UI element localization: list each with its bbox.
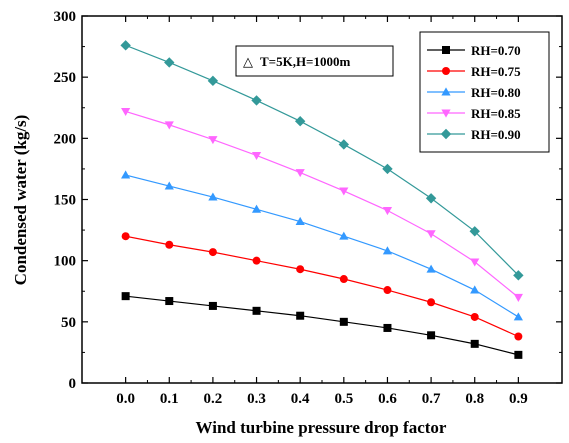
legend-marker-2 bbox=[441, 87, 451, 96]
y-tick-label: 0 bbox=[69, 376, 77, 392]
data-point-s4-0 bbox=[120, 40, 131, 51]
plot-markers bbox=[120, 40, 524, 359]
legend-marker-1 bbox=[442, 67, 450, 75]
data-point-s3-2 bbox=[208, 136, 218, 145]
data-point-s4-6 bbox=[382, 163, 393, 175]
x-tick-label: 0.6 bbox=[378, 391, 397, 407]
x-tick-label: 0.7 bbox=[422, 391, 441, 407]
data-point-s1-3 bbox=[252, 256, 261, 265]
data-point-s1-4 bbox=[296, 265, 305, 274]
x-axis-label: Wind turbine pressure drop factor bbox=[196, 418, 447, 437]
y-tick-label: 100 bbox=[54, 254, 77, 270]
data-point-s2-0 bbox=[121, 170, 131, 179]
x-tick-label: 0.3 bbox=[247, 391, 266, 407]
data-point-s2-1 bbox=[164, 181, 174, 190]
annotation-box: △ T=5K,H=1000m bbox=[235, 45, 394, 77]
data-point-s2-2 bbox=[208, 192, 218, 201]
data-point-s3-6 bbox=[382, 207, 393, 216]
data-point-s2-4 bbox=[295, 216, 305, 225]
data-point-s0-7 bbox=[427, 331, 436, 340]
data-point-s3-5 bbox=[339, 187, 349, 196]
legend-marker-0 bbox=[442, 46, 450, 54]
y-tick-label: 250 bbox=[54, 70, 77, 86]
legend-label-0: RH=0.70 bbox=[471, 43, 521, 58]
legend-label-1: RH=0.75 bbox=[471, 64, 521, 79]
y-tick-label: 300 bbox=[54, 9, 77, 25]
data-point-s1-6 bbox=[383, 286, 392, 295]
data-point-s0-0 bbox=[121, 292, 130, 301]
data-point-s4-1 bbox=[164, 57, 175, 68]
series-line-1 bbox=[125, 235, 519, 338]
data-point-s4-2 bbox=[207, 75, 219, 87]
data-point-s2-9 bbox=[513, 312, 523, 321]
data-point-s2-8 bbox=[470, 285, 480, 294]
data-point-s1-0 bbox=[121, 232, 130, 241]
series-line-3 bbox=[125, 110, 519, 298]
data-point-s0-2 bbox=[208, 301, 217, 310]
series-line-0 bbox=[125, 295, 519, 356]
x-tick-label: 0.9 bbox=[509, 391, 528, 407]
legend-label-4: RH=0.90 bbox=[471, 127, 521, 142]
data-point-s4-7 bbox=[425, 193, 437, 204]
y-tick-label: 50 bbox=[61, 315, 76, 331]
x-tick-label: 0.5 bbox=[334, 391, 353, 407]
legend-marker-4 bbox=[440, 128, 452, 140]
data-point-s2-3 bbox=[251, 204, 262, 213]
data-point-s2-5 bbox=[339, 231, 349, 240]
ticks: 0.0 0.1 0.2 0.3 0.4 0.5 0.6 0.7 0.8 0.9 0 50 100 150 2… bbox=[54, 9, 562, 407]
data-point-s2-6 bbox=[382, 246, 393, 255]
x-tick-label: 0.4 bbox=[291, 391, 310, 407]
data-point-s0-9 bbox=[514, 350, 523, 359]
x-tick-label: 0.0 bbox=[116, 391, 135, 407]
data-point-s1-7 bbox=[427, 298, 436, 307]
series-line-2 bbox=[125, 174, 519, 318]
data-point-s4-8 bbox=[469, 226, 480, 237]
data-point-s3-4 bbox=[295, 169, 305, 178]
series-line-4 bbox=[125, 44, 519, 276]
annotation-text: T=5K,H=1000m bbox=[260, 54, 350, 69]
data-point-s3-0 bbox=[121, 107, 131, 117]
x-tick-label: 0.1 bbox=[160, 391, 179, 407]
x-tick-label: 0.8 bbox=[465, 391, 484, 407]
legend-marker-3 bbox=[441, 109, 451, 118]
data-point-s0-5 bbox=[339, 317, 348, 326]
data-point-s0-3 bbox=[252, 306, 261, 315]
data-point-s3-1 bbox=[164, 121, 174, 130]
data-point-s1-2 bbox=[208, 248, 217, 257]
data-point-s3-7 bbox=[426, 230, 436, 239]
data-point-s4-5 bbox=[338, 139, 350, 150]
y-tick-label: 150 bbox=[54, 193, 77, 209]
legend-label-3: RH=0.85 bbox=[471, 106, 521, 121]
data-point-s1-9 bbox=[514, 332, 523, 341]
data-point-s1-1 bbox=[165, 240, 174, 249]
data-point-s4-9 bbox=[513, 270, 524, 281]
data-point-s0-6 bbox=[383, 323, 392, 332]
data-point-s2-7 bbox=[426, 264, 436, 273]
data-point-s3-3 bbox=[251, 152, 262, 161]
data-point-s0-1 bbox=[165, 297, 174, 306]
legend-label-2: RH=0.80 bbox=[471, 85, 521, 100]
plot-lines bbox=[125, 44, 519, 356]
x-tick-label: 0.2 bbox=[204, 391, 223, 407]
data-point-s3-8 bbox=[470, 258, 480, 267]
data-point-s3-9 bbox=[513, 293, 523, 302]
legend: RH=0.70 RH=0.75 RH=0.80 RH=0.85 RH=0.90 bbox=[419, 31, 550, 153]
data-point-s4-3 bbox=[251, 95, 262, 106]
y-tick-label: 200 bbox=[54, 131, 77, 147]
data-point-s4-4 bbox=[294, 116, 306, 127]
annotation-delta-symbol: △ bbox=[243, 54, 253, 69]
y-axis-label: Condensed water (kg/s) bbox=[11, 115, 30, 286]
data-point-s1-8 bbox=[470, 312, 479, 321]
data-point-s1-5 bbox=[339, 275, 348, 284]
data-point-s0-4 bbox=[296, 311, 305, 320]
data-point-s0-8 bbox=[470, 339, 479, 348]
